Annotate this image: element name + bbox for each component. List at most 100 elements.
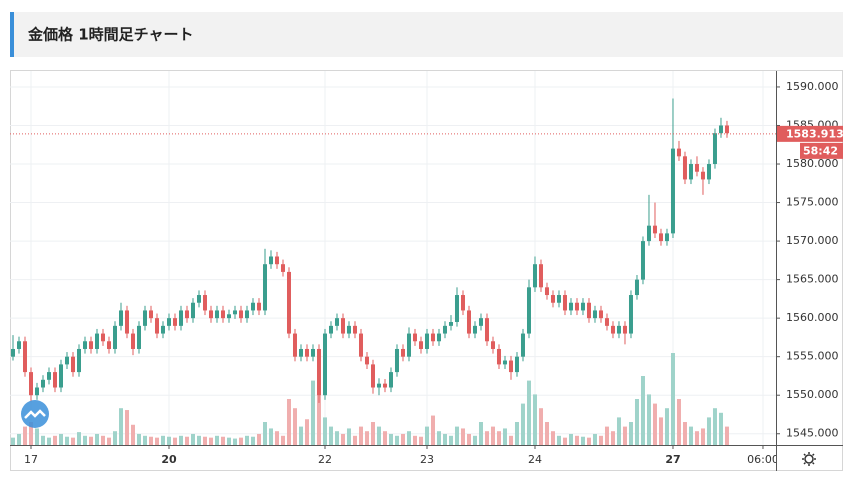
candle-body xyxy=(304,348,309,357)
volume-bar xyxy=(520,403,525,445)
candle-body xyxy=(568,302,573,311)
candle-body xyxy=(202,295,207,311)
candle-body xyxy=(484,318,489,342)
candle-body xyxy=(172,318,177,326)
countdown-label: 58:42 xyxy=(803,144,838,157)
volume-bar xyxy=(484,431,489,445)
x-tick-label: 20 xyxy=(161,453,177,466)
volume-bar xyxy=(490,426,495,445)
volume-bar xyxy=(430,415,435,445)
candle-body xyxy=(316,348,321,396)
volume-bar xyxy=(706,417,711,445)
candle-body xyxy=(334,318,339,326)
volume-bar xyxy=(616,417,621,445)
candle-body xyxy=(706,164,711,180)
candle-body xyxy=(46,372,51,380)
axes: 1545.000 1550.000 1555.000 1560.000 1565.000… xyxy=(776,80,844,440)
volume-bar xyxy=(124,410,129,445)
candle-body xyxy=(94,333,99,349)
x-tick-label: 27 xyxy=(665,453,680,466)
candle-body xyxy=(640,241,645,280)
candle-body xyxy=(328,325,333,334)
candle-body xyxy=(562,295,567,311)
candle-body xyxy=(616,325,621,334)
chart-title: 金価格 1時間足チャート xyxy=(27,26,194,44)
candle-body xyxy=(412,333,417,342)
volume-bar xyxy=(544,422,549,445)
y-tick-label: 1555.000 xyxy=(786,350,839,363)
x-tick-label: 06:00 xyxy=(747,453,779,466)
candle-body xyxy=(268,256,273,265)
volume-bar xyxy=(388,433,393,445)
volume-bar xyxy=(442,433,447,445)
candle-body xyxy=(124,310,129,334)
volume-bar xyxy=(196,435,201,445)
volume-bar xyxy=(280,435,285,445)
volume-bar xyxy=(190,433,195,445)
candle-body xyxy=(148,310,153,319)
volume-bar xyxy=(424,426,429,445)
candle-body xyxy=(364,356,369,365)
candle-body xyxy=(430,333,435,342)
volume-bar xyxy=(508,435,513,445)
watermark-logo xyxy=(21,400,49,428)
settings-gear[interactable] xyxy=(802,452,816,466)
volume-bar xyxy=(652,403,657,445)
candle-body xyxy=(310,348,315,357)
countdown-box xyxy=(800,142,843,159)
volume-bar xyxy=(478,422,483,445)
volume-bar xyxy=(580,436,585,445)
volume-bar xyxy=(460,428,465,445)
volume-bar xyxy=(454,426,459,445)
volume-bar xyxy=(376,426,381,445)
volume-bar xyxy=(154,437,159,445)
volume-bar xyxy=(562,437,567,445)
header-bar xyxy=(10,12,843,57)
volume-bar xyxy=(76,432,81,445)
grid xyxy=(10,71,776,445)
volume-bar xyxy=(82,435,87,445)
candle-body xyxy=(208,310,213,319)
candle-layer xyxy=(10,98,776,403)
volume-bar xyxy=(184,436,189,445)
volume-bar xyxy=(640,376,645,445)
volume-bar xyxy=(604,426,609,445)
volume-bar xyxy=(148,436,153,445)
candle-body xyxy=(658,233,663,242)
time-axis: 17 20 22 23 24 27 06:00 xyxy=(24,445,779,466)
candle-body xyxy=(106,341,111,349)
volume-bar xyxy=(136,433,141,445)
volume-bar xyxy=(70,437,75,445)
volume-layer xyxy=(10,353,729,445)
y-tick-label: 1590.000 xyxy=(786,80,839,93)
volume-bar xyxy=(94,433,99,445)
volume-bar xyxy=(400,433,405,445)
candle-body xyxy=(538,264,543,288)
candle-body xyxy=(340,318,345,334)
volume-bar xyxy=(472,435,477,445)
volume-bar xyxy=(436,431,441,445)
volume-bar xyxy=(226,437,231,445)
volume-bar xyxy=(238,437,243,445)
candle-body xyxy=(454,295,459,323)
volume-bar xyxy=(712,408,717,445)
y-tick-label: 1550.000 xyxy=(786,388,839,401)
volume-bar xyxy=(622,426,627,445)
volume-bar xyxy=(550,431,555,445)
candle-body xyxy=(532,264,537,288)
candle-body xyxy=(382,383,387,388)
volume-bar xyxy=(358,426,363,445)
volume-bar xyxy=(106,437,111,445)
x-tick-label: 23 xyxy=(420,453,434,466)
candle-body xyxy=(676,148,681,157)
volume-bar xyxy=(418,436,423,445)
candle-body xyxy=(232,310,237,315)
volume-bar xyxy=(256,433,261,445)
volume-bar xyxy=(250,436,255,445)
candle-body xyxy=(130,333,135,349)
volume-bar xyxy=(496,431,501,445)
candle-body xyxy=(724,125,729,134)
y-tick-label: 1565.000 xyxy=(786,273,839,286)
candle-body xyxy=(580,302,585,311)
volume-bar xyxy=(40,435,45,445)
